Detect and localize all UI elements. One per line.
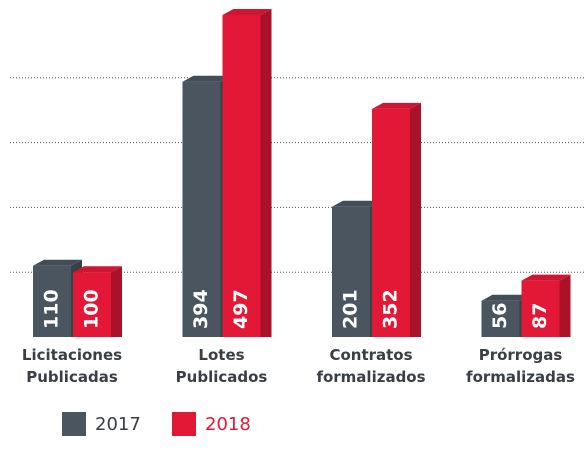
bar-top [372, 102, 421, 109]
bar-side [260, 8, 272, 337]
value-label: 110 [41, 289, 63, 329]
bar [73, 266, 122, 337]
legend-label: 2017 [95, 414, 141, 435]
bar-front [222, 14, 261, 337]
x-tick-line: formalizadas [466, 368, 575, 386]
x-tick-label: Lotes Publicados [176, 346, 268, 386]
x-tick-line: Publicadas [26, 368, 118, 386]
x-tick-line: Prórrogas [479, 346, 563, 364]
x-tick-line: Publicados [176, 368, 268, 386]
bar-front [73, 272, 111, 337]
bar-side [559, 274, 571, 337]
bar-top [33, 259, 82, 266]
bar-front [372, 108, 410, 338]
value-label: 201 [340, 289, 362, 329]
bar-top [332, 200, 381, 207]
bar-front [332, 206, 370, 337]
legend-swatch [172, 412, 196, 436]
value-label: 497 [230, 289, 252, 329]
value-label: 100 [81, 289, 103, 329]
x-tick-line: Contratos [329, 346, 412, 364]
bar [521, 274, 571, 337]
x-tick-label: Contratos formalizados [316, 346, 425, 386]
value-label: 56 [489, 303, 511, 329]
bar-side [111, 266, 122, 337]
bar-top [521, 274, 571, 281]
value-label: 87 [529, 303, 551, 329]
x-tick-line: Lotes [198, 346, 244, 364]
bar-front [481, 300, 520, 337]
bar-front [521, 280, 560, 337]
x-tick-label: Prórrogas formalizadas [466, 346, 575, 386]
legend-swatch [62, 412, 86, 436]
bar-side [410, 102, 421, 338]
bar-front [182, 81, 221, 337]
value-label: 394 [190, 289, 212, 329]
bar [222, 8, 272, 337]
bar-top [182, 75, 232, 82]
x-tick-line: Licitaciones [22, 346, 122, 364]
x-tick-label: Licitaciones Publicadas [22, 346, 122, 386]
bar [372, 102, 421, 338]
legend-label: 2018 [205, 414, 251, 435]
bar-top [481, 294, 531, 301]
value-label: 352 [380, 289, 402, 329]
x-tick-line: formalizados [316, 368, 425, 386]
bar-top [73, 266, 122, 273]
bar-front [33, 265, 71, 337]
bar-top [222, 8, 272, 15]
